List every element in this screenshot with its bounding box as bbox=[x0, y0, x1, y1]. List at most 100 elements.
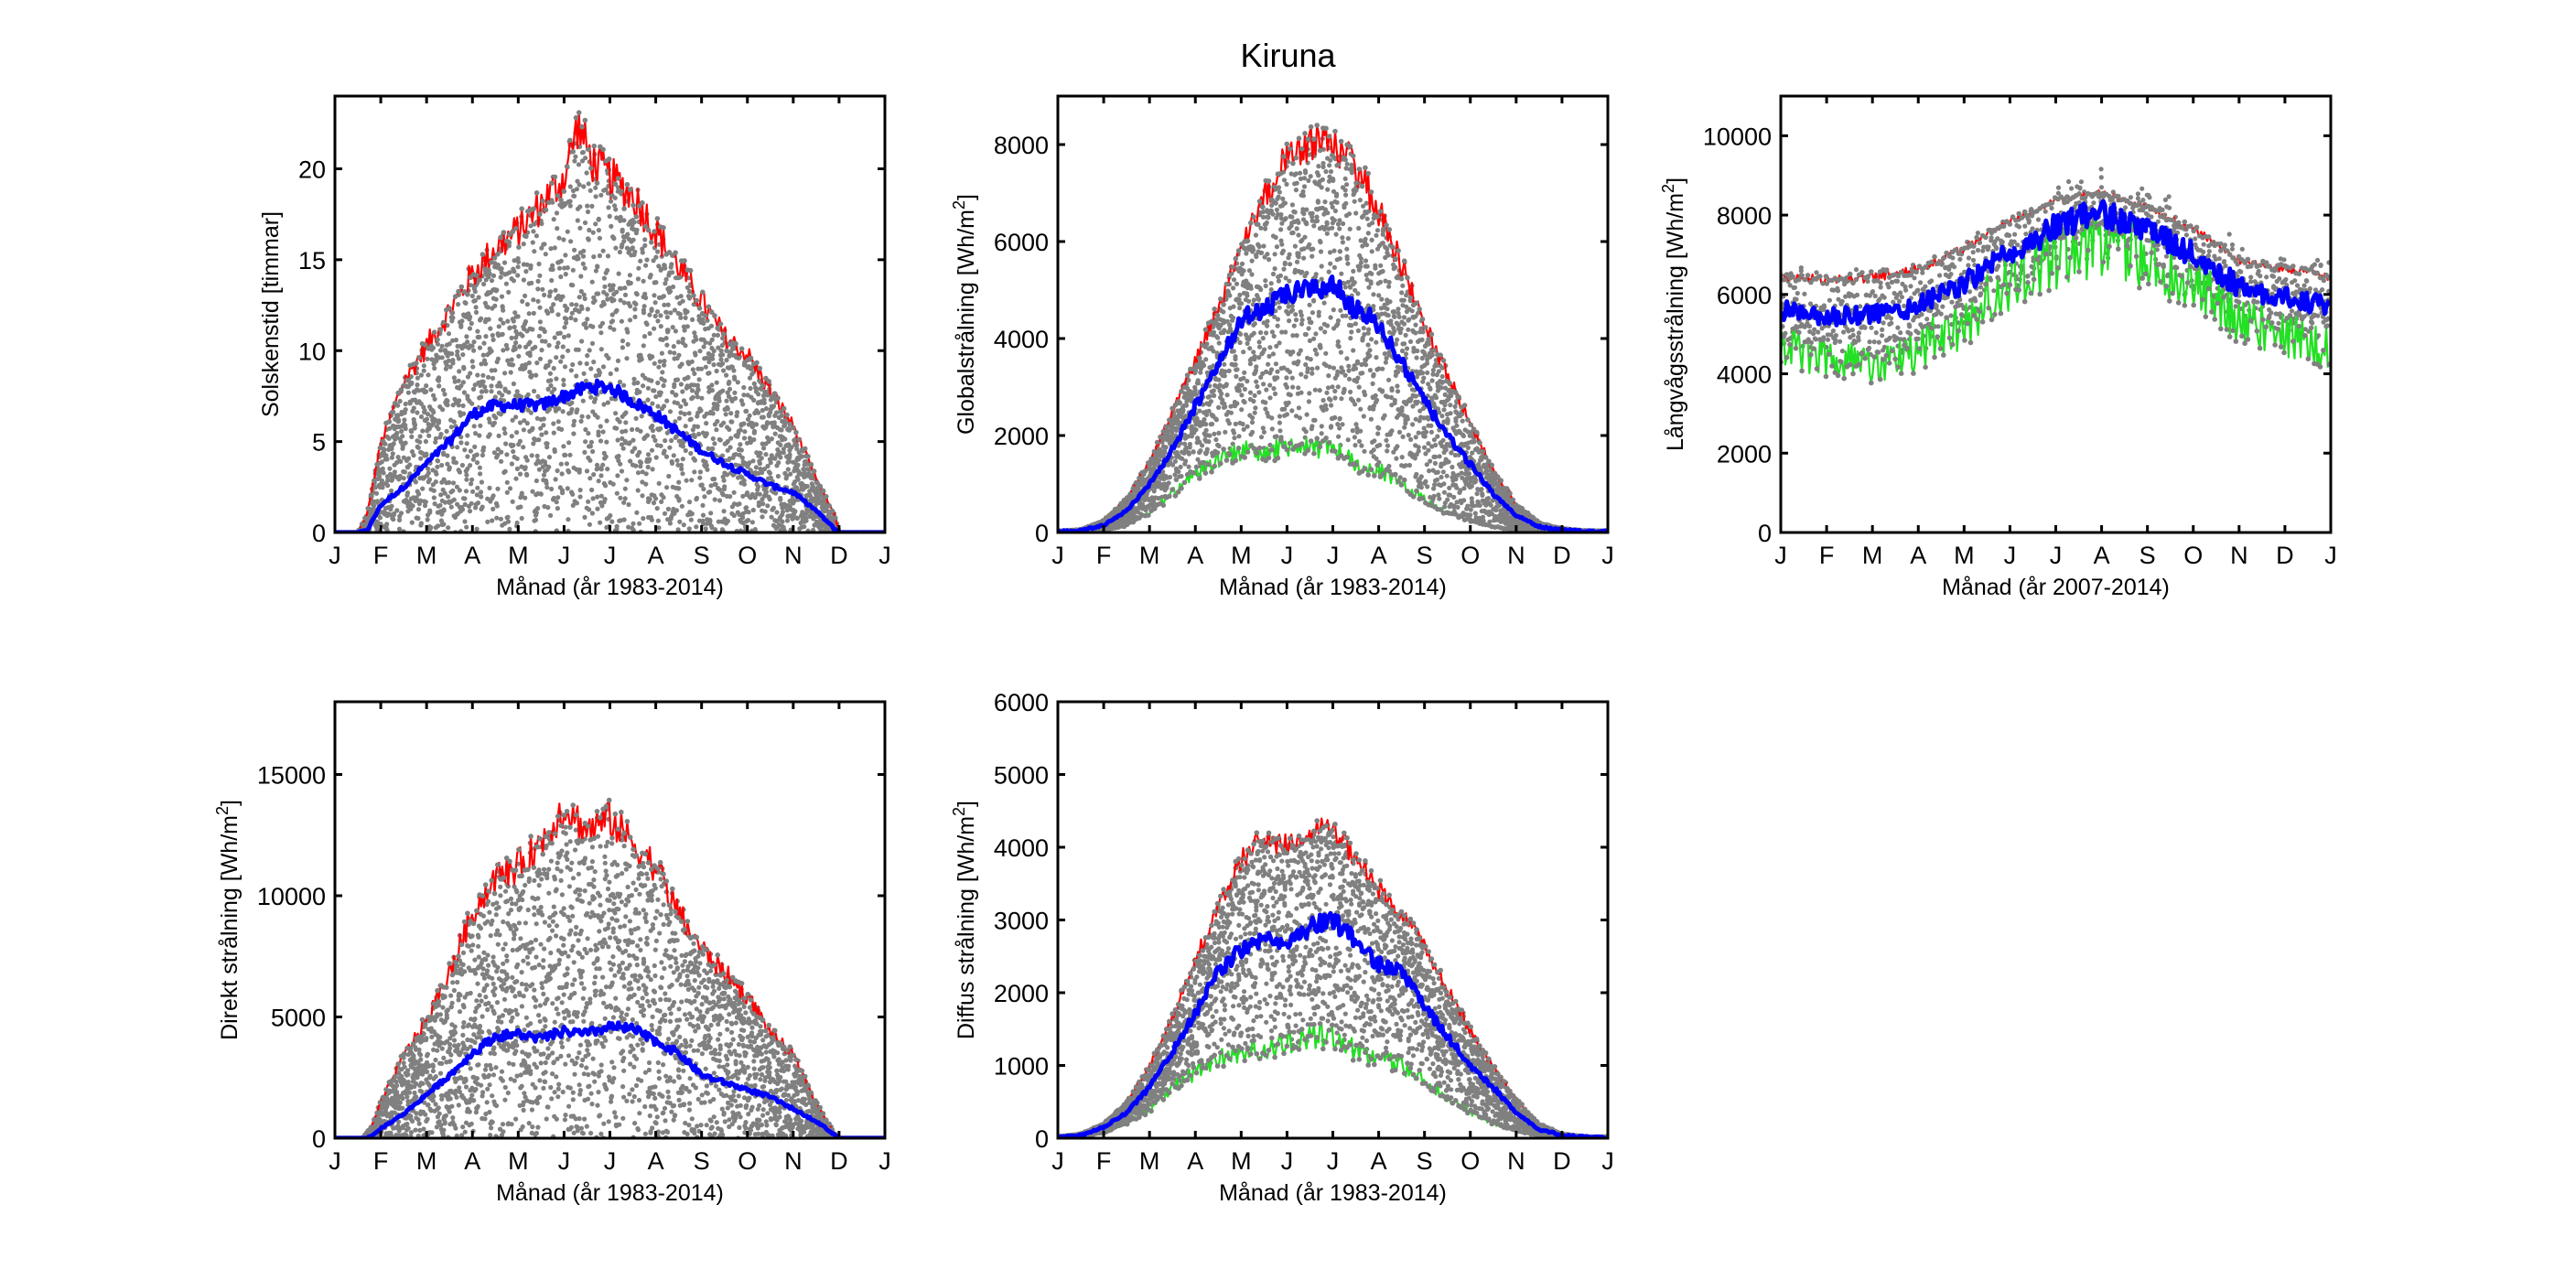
scatter-point bbox=[523, 344, 529, 350]
scatter-point bbox=[551, 365, 556, 371]
scatter-point bbox=[464, 472, 469, 478]
scatter-point bbox=[485, 305, 490, 310]
scatter-point bbox=[1206, 408, 1212, 414]
scatter-point bbox=[538, 425, 544, 431]
scatter-point bbox=[373, 490, 380, 496]
scatter-point bbox=[490, 332, 495, 339]
scatter-point bbox=[1279, 242, 1285, 247]
scatter-point bbox=[1264, 369, 1269, 374]
scatter-point bbox=[643, 263, 649, 268]
scatter-point bbox=[559, 471, 565, 477]
marker bbox=[576, 110, 582, 115]
scatter-point bbox=[411, 453, 416, 458]
scatter-point bbox=[683, 402, 689, 407]
scatter-point bbox=[589, 340, 596, 346]
scatter-point bbox=[548, 382, 554, 389]
scatter-point bbox=[1252, 354, 1257, 360]
scatter-point bbox=[1260, 425, 1266, 431]
scatter-point bbox=[561, 377, 566, 382]
scatter-point bbox=[1176, 468, 1181, 475]
scatter-point bbox=[472, 444, 478, 449]
scatter-point bbox=[439, 355, 445, 360]
scatter-point bbox=[556, 265, 563, 271]
scatter-point bbox=[1166, 480, 1171, 486]
scatter-point bbox=[715, 332, 721, 338]
scatter-point bbox=[536, 437, 542, 443]
scatter-point bbox=[437, 383, 442, 389]
scatter-point bbox=[520, 298, 525, 304]
scatter-point bbox=[570, 188, 577, 194]
scatter-point bbox=[585, 209, 591, 215]
marker bbox=[703, 313, 708, 318]
scatter-point bbox=[686, 296, 693, 301]
scatter-point bbox=[530, 425, 535, 431]
marker bbox=[640, 199, 645, 206]
scatter-point bbox=[566, 333, 571, 339]
x-tick-label: J bbox=[329, 542, 341, 569]
scatter-point bbox=[784, 518, 791, 523]
scatter-point bbox=[620, 339, 626, 344]
scatter-point bbox=[1195, 457, 1201, 462]
scatter-point bbox=[709, 382, 715, 388]
scatter-point bbox=[603, 454, 609, 459]
scatter-point bbox=[1245, 379, 1250, 384]
scatter-point bbox=[617, 419, 622, 425]
scatter-point bbox=[739, 455, 745, 460]
scatter-point bbox=[778, 455, 783, 460]
scatter-point bbox=[469, 500, 474, 506]
scatter-point bbox=[756, 410, 761, 415]
scatter-point bbox=[781, 449, 786, 456]
scatter-point bbox=[510, 417, 515, 423]
scatter-point bbox=[464, 441, 469, 446]
scatter-point bbox=[533, 517, 539, 522]
scatter-point bbox=[518, 504, 523, 510]
marker bbox=[754, 360, 760, 366]
scatter-point bbox=[540, 286, 545, 292]
marker bbox=[423, 342, 428, 348]
scatter-point bbox=[404, 492, 410, 499]
scatter-point bbox=[537, 319, 544, 325]
scatter-point bbox=[563, 253, 568, 258]
scatter-point bbox=[651, 500, 657, 506]
scatter-point bbox=[1234, 367, 1240, 372]
marker bbox=[431, 329, 437, 336]
scatter-point bbox=[444, 428, 449, 434]
scatter-point bbox=[561, 382, 566, 388]
scatter-point bbox=[1294, 180, 1299, 186]
scatter-point bbox=[570, 361, 576, 368]
scatter-point bbox=[1287, 278, 1292, 284]
scatter-point bbox=[641, 334, 648, 339]
scatter-point bbox=[1245, 424, 1250, 429]
scatter-point bbox=[1232, 436, 1237, 441]
scatter-point bbox=[1274, 244, 1279, 250]
marker bbox=[802, 446, 808, 452]
scatter-point bbox=[795, 462, 801, 468]
scatter-point bbox=[662, 378, 667, 383]
scatter-point bbox=[403, 440, 408, 446]
scatter-point bbox=[495, 452, 501, 457]
scatter-point bbox=[1301, 246, 1307, 252]
scatter-point bbox=[1297, 415, 1302, 421]
scatter-point bbox=[1270, 211, 1276, 217]
scatter-point bbox=[517, 438, 523, 444]
scatter-point bbox=[583, 378, 589, 383]
scatter-point bbox=[620, 436, 625, 441]
scatter-point bbox=[1231, 304, 1236, 309]
scatter-point bbox=[537, 305, 543, 310]
scatter-point bbox=[505, 358, 511, 363]
scatter-point bbox=[491, 450, 498, 456]
scatter-point bbox=[442, 490, 447, 496]
scatter-point bbox=[704, 411, 709, 416]
scatter-point bbox=[1172, 472, 1178, 478]
scatter-point bbox=[781, 446, 786, 452]
marker bbox=[543, 207, 549, 213]
scatter-point bbox=[1216, 430, 1222, 436]
scatter-point bbox=[608, 371, 613, 377]
scatter-point bbox=[1223, 369, 1228, 374]
scatter-point bbox=[641, 383, 646, 389]
scatter-point bbox=[694, 497, 699, 502]
scatter-point bbox=[538, 491, 544, 497]
scatter-point bbox=[786, 427, 792, 433]
scatter-point bbox=[541, 416, 546, 422]
scatter-point bbox=[555, 495, 561, 500]
